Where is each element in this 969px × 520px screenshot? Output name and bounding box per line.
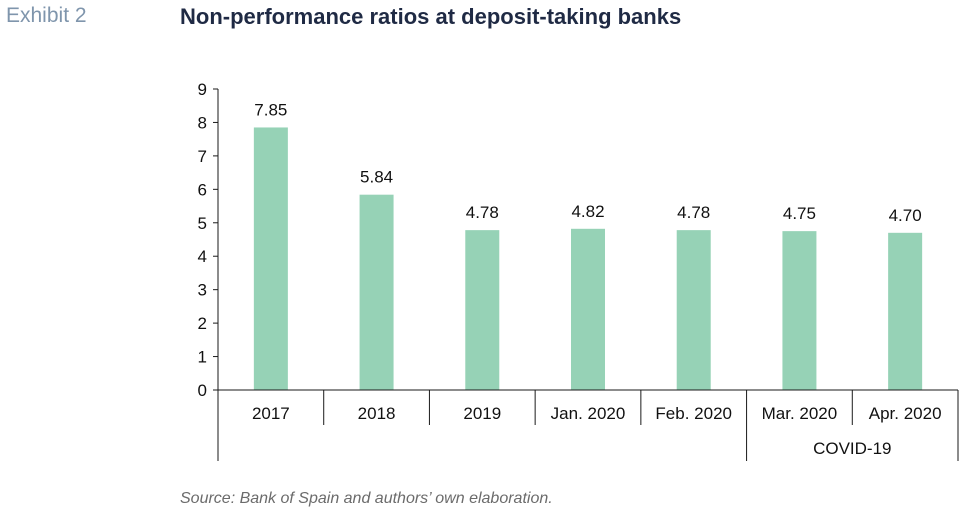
bar — [782, 231, 817, 390]
x-group-label: COVID-19 — [813, 439, 891, 458]
data-labels: 7.85 5.84 4.78 4.82 4.78 4.75 4.70 — [254, 100, 921, 224]
y-tick-label: 5 — [198, 214, 207, 233]
bar — [359, 194, 394, 390]
x-tick-label: 2017 — [252, 404, 290, 423]
data-label: 5.84 — [360, 168, 393, 187]
y-tick-label: 0 — [198, 381, 207, 400]
bar — [888, 232, 923, 390]
chart-title: Non-performance ratios at deposit-taking… — [180, 4, 682, 29]
x-tick-label: 2018 — [358, 404, 396, 423]
x-tick-label: Mar. 2020 — [762, 404, 838, 423]
data-label: 4.70 — [889, 206, 922, 225]
bar — [571, 228, 605, 390]
y-tick-label: 7 — [198, 147, 207, 166]
x-tick-label: Feb. 2020 — [655, 404, 732, 423]
source-note: Source: Bank of Spain and authors’ own e… — [180, 490, 553, 507]
data-label: 4.82 — [571, 202, 604, 221]
y-tick-label: 6 — [198, 180, 207, 199]
data-label: 4.78 — [677, 203, 710, 222]
y-tick-label: 9 — [198, 80, 207, 99]
y-tick-label: 4 — [198, 247, 207, 266]
data-label: 4.75 — [783, 204, 816, 223]
bar-series — [253, 127, 923, 390]
exhibit-label: Exhibit 2 — [6, 4, 87, 27]
bar — [676, 230, 711, 390]
data-label: 7.85 — [254, 100, 287, 119]
y-tick-label: 3 — [198, 281, 207, 300]
x-axis: 2017 2018 2019 Jan. 2020 Feb. 2020 Mar. 2020 A… — [217, 389, 959, 461]
y-tick-label: 2 — [198, 314, 207, 333]
x-tick-label: Apr. 2020 — [869, 404, 942, 423]
bar — [465, 230, 500, 390]
data-label: 4.78 — [466, 203, 499, 222]
x-tick-label: Jan. 2020 — [551, 404, 626, 423]
y-axis: 0 1 2 3 4 5 6 7 8 9 — [198, 80, 219, 400]
y-tick-label: 8 — [198, 113, 207, 132]
y-tick-label: 1 — [198, 348, 207, 367]
bar — [253, 127, 288, 390]
x-tick-label: 2019 — [463, 404, 501, 423]
